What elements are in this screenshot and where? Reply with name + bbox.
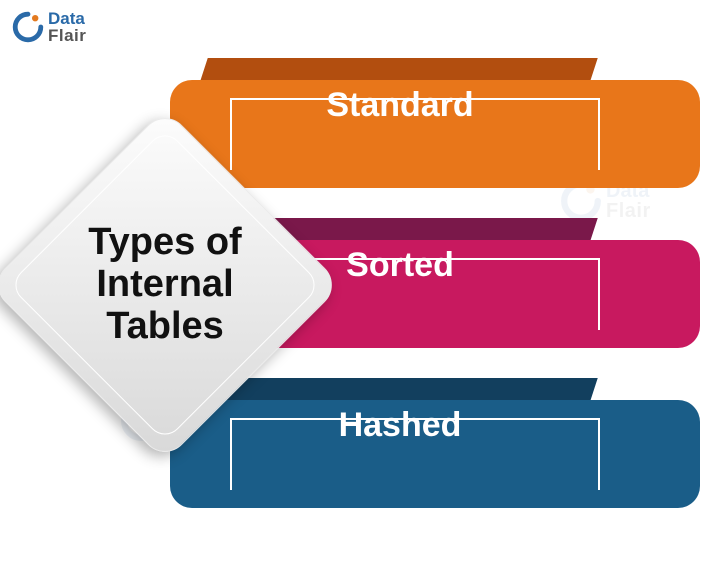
- logo-text: Data Flair: [48, 10, 86, 44]
- logo-word-flair: Flair: [48, 27, 86, 44]
- diamond-title-card: Types of Internal Tables: [40, 160, 290, 410]
- banner-label: Standard: [170, 86, 630, 125]
- title-line-2: Internal: [96, 264, 233, 306]
- brand-logo: Data Flair: [12, 10, 86, 44]
- logo-word-data: Data: [48, 10, 86, 27]
- banner-label: Hashed: [170, 406, 630, 445]
- logo-icon: [12, 11, 44, 43]
- title-line-3: Tables: [106, 306, 224, 348]
- title-line-1: Types of: [88, 222, 241, 264]
- diamond-title: Types of Internal Tables: [20, 160, 310, 410]
